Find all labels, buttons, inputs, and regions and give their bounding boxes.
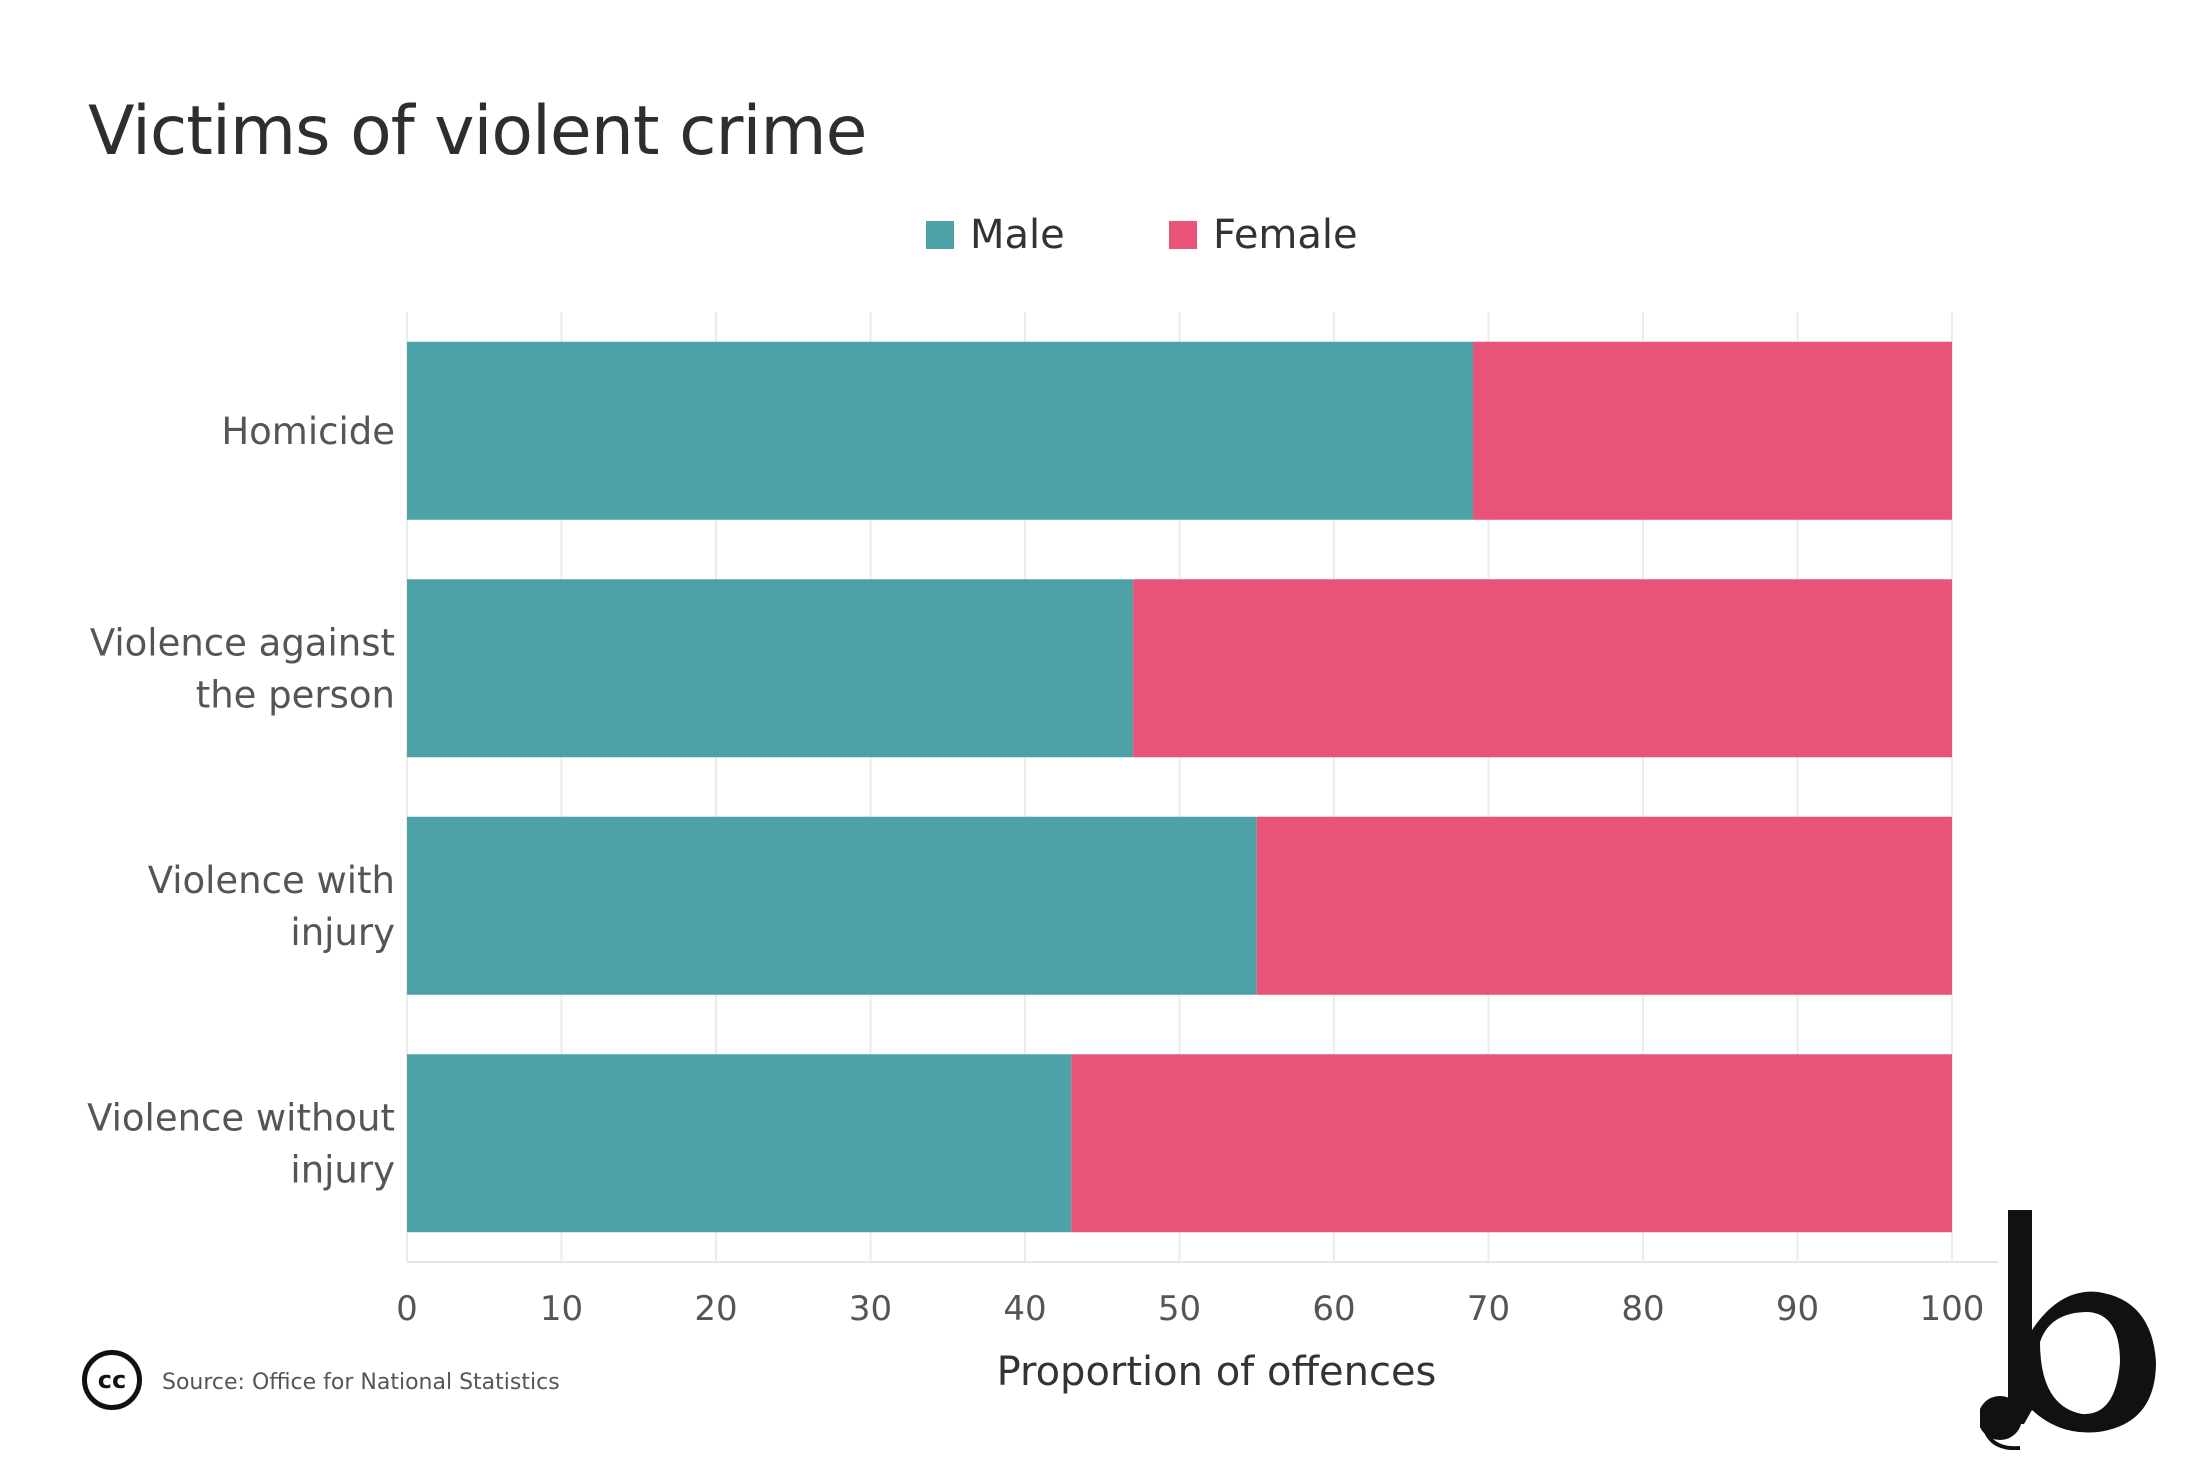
legend-swatch-male: [926, 221, 954, 249]
bar-female-1: [1473, 341, 1952, 520]
chart-title: Victims of violent crime: [88, 92, 867, 171]
creative-commons-icon: cc: [82, 1350, 142, 1410]
bar-male-2: [407, 579, 1134, 758]
bar-female-3: [1256, 816, 1952, 995]
category-label: Violence without injury: [87, 1096, 395, 1191]
x-tick-label: 10: [540, 1289, 583, 1329]
category-label: Violence against the person: [90, 621, 395, 716]
x-tick-label: 70: [1467, 1289, 1510, 1329]
x-tick-label: 100: [1920, 1289, 1985, 1329]
bar-male-4: [407, 1054, 1072, 1233]
publisher-logo-icon: [1980, 1210, 2156, 1450]
category-label: Violence with injury: [148, 859, 395, 954]
x-axis-title: Proportion of offences: [997, 1349, 1437, 1395]
x-tick-label: 50: [1158, 1289, 1201, 1329]
x-tick-label: 30: [849, 1289, 892, 1329]
x-tick-label: 0: [396, 1289, 418, 1329]
x-tick-label: 60: [1312, 1289, 1355, 1329]
x-tick-label: 80: [1621, 1289, 1664, 1329]
legend-item-male: Male: [926, 212, 1065, 258]
bar-male-1: [407, 341, 1474, 520]
source-note: Source: Office for National Statistics: [162, 1370, 560, 1395]
x-tick-label: 20: [694, 1289, 737, 1329]
x-tick-label: 90: [1776, 1289, 1819, 1329]
bar-female-4: [1071, 1054, 1952, 1233]
bar-female-2: [1133, 579, 1952, 758]
legend: Male Female: [0, 212, 2208, 268]
legend-item-female: Female: [1169, 212, 1358, 258]
category-label: Homicide: [221, 410, 395, 453]
legend-label-female: Female: [1213, 212, 1358, 258]
x-tick-label: 40: [1003, 1289, 1046, 1329]
bar-male-3: [407, 816, 1257, 995]
legend-swatch-female: [1169, 221, 1197, 249]
legend-label-male: Male: [970, 212, 1065, 258]
